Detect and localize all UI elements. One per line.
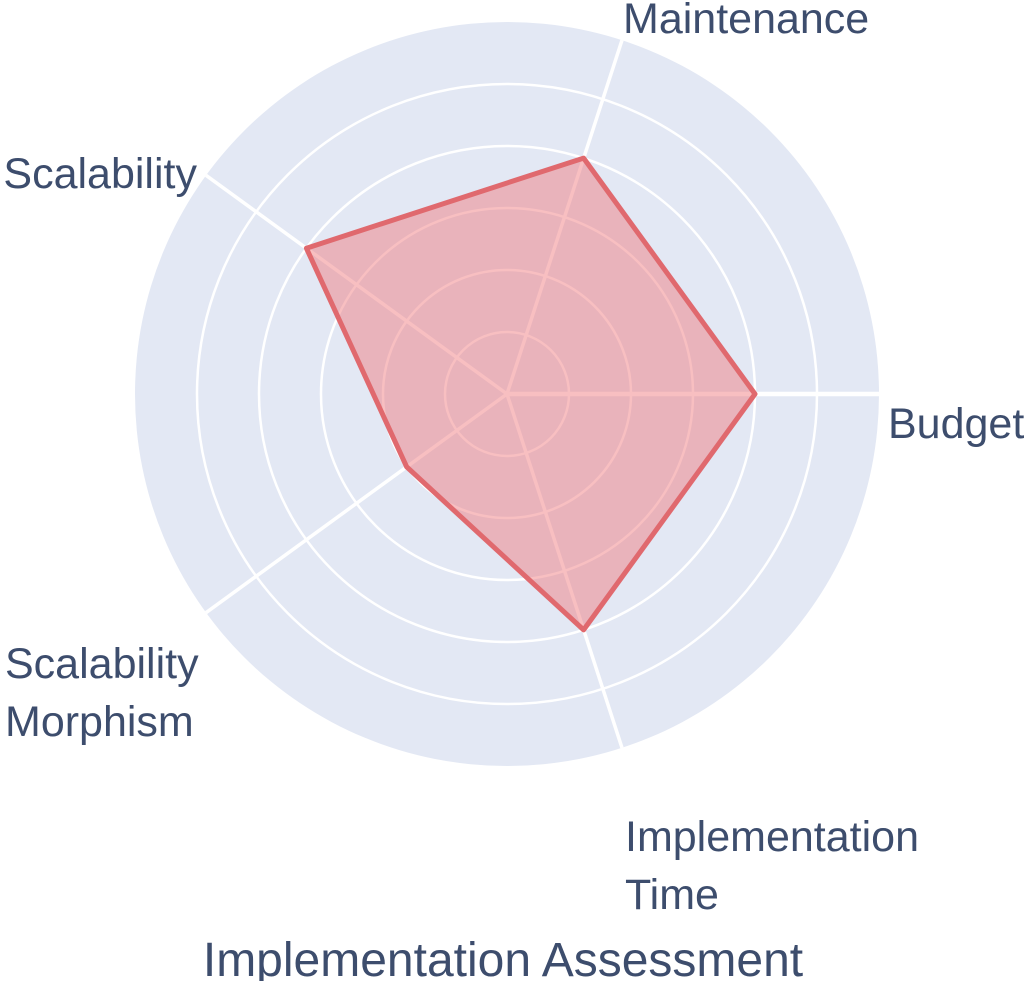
axis-label-budget: Budget bbox=[888, 400, 1024, 448]
radar-axis-line-4 bbox=[204, 173, 509, 396]
axis-label-scalability: Scalability bbox=[3, 150, 197, 198]
axis-label-implementation-time: Implementation Time bbox=[625, 813, 919, 919]
chart-title: Implementation Assessment bbox=[202, 934, 804, 981]
axis-label-scalability-morphism: Scalability Morphism bbox=[5, 640, 199, 746]
radar-axis-line-3 bbox=[204, 392, 509, 615]
radar-axis-line-0 bbox=[505, 39, 624, 395]
radar-series-polygon bbox=[303, 155, 758, 633]
radar-axis-line-2 bbox=[505, 393, 624, 749]
axis-label-maintenance: Maintenance bbox=[623, 0, 869, 43]
